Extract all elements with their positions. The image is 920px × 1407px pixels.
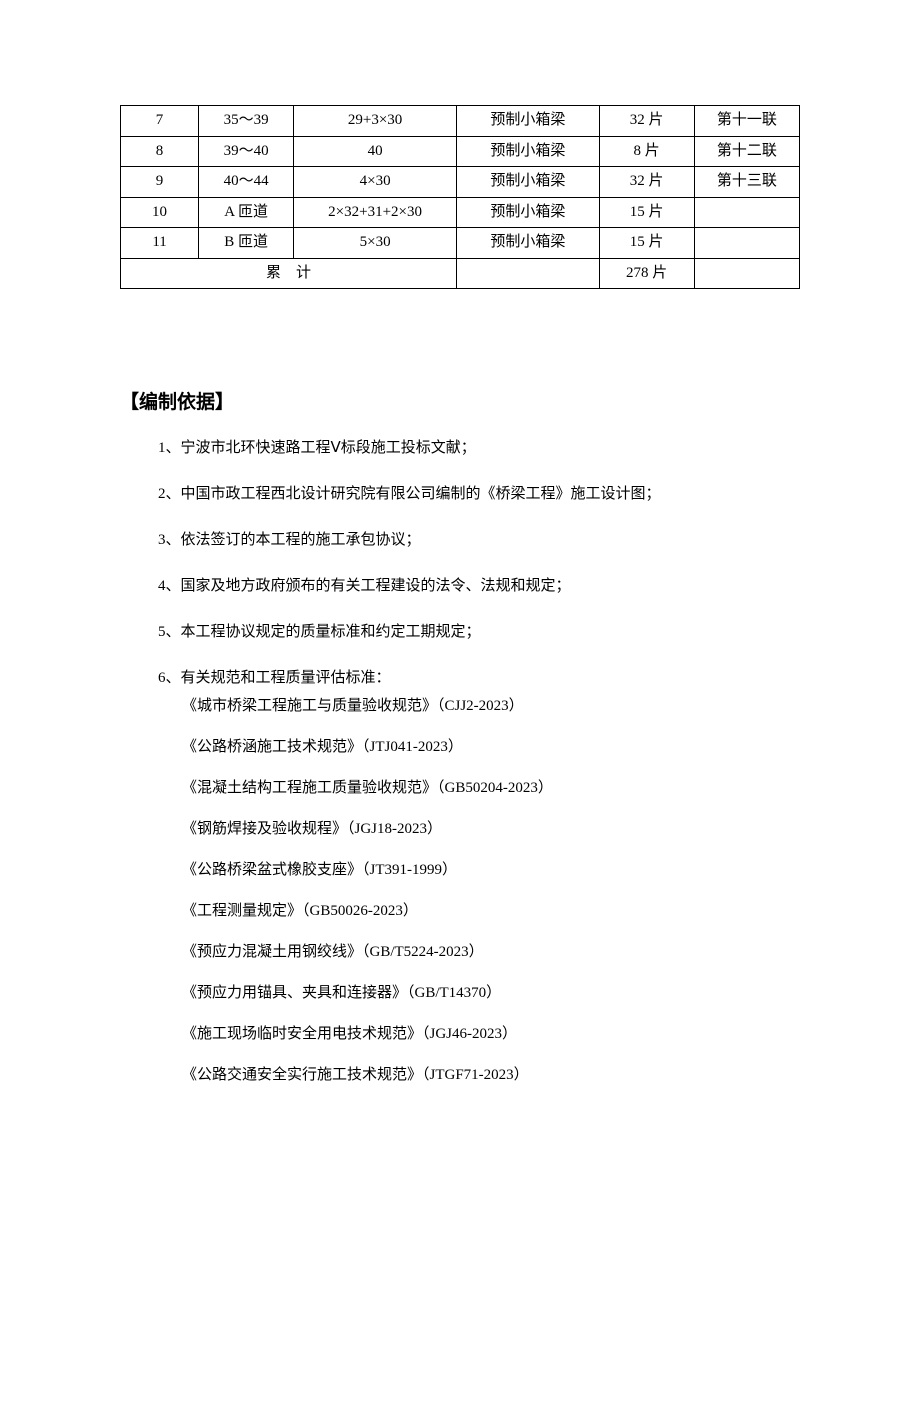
table-cell: 7 <box>121 106 199 137</box>
table-cell: 第十三联 <box>694 167 799 198</box>
table-cell: 32 片 <box>599 106 694 137</box>
list-item: 2、中国市政工程西北设计研究院有限公司编制的《桥梁工程》施工设计图； <box>158 482 800 506</box>
table-cell: 8 片 <box>599 136 694 167</box>
table-cell: 5×30 <box>294 228 457 259</box>
table-cell <box>694 228 799 259</box>
table-cell: 278 片 <box>599 258 694 289</box>
table-cell: 35～39 <box>199 106 294 137</box>
table-cell: 4×30 <box>294 167 457 198</box>
table-cell: 39～40 <box>199 136 294 167</box>
table-row: 940～444×30预制小箱梁32 片第十三联 <box>121 167 800 198</box>
table-cell: 40 <box>294 136 457 167</box>
table-cell: 32 片 <box>599 167 694 198</box>
standard-item: 《预应力用锚具、夹具和连接器》（GB/T14370） <box>158 981 800 1005</box>
table-cell: 15 片 <box>599 228 694 259</box>
table-cell: 9 <box>121 167 199 198</box>
list-item: 4、国家及地方政府颁布的有关工程建设的法令、法规和规定； <box>158 574 800 598</box>
standard-item: 《城市桥梁工程施工与质量验收规范》（CJJ2-2023） <box>158 694 800 718</box>
list-item: 3、依法签订的本工程的施工承包协议； <box>158 528 800 552</box>
table-cell: 29+3×30 <box>294 106 457 137</box>
table-cell: 预制小箱梁 <box>457 136 600 167</box>
standard-item: 《公路桥涵施工技术规范》（JTJ041-2023） <box>158 735 800 759</box>
table-cell <box>694 258 799 289</box>
data-table: 735～3929+3×30预制小箱梁32 片第十一联839～4040预制小箱梁8… <box>120 105 800 289</box>
list-item: 5、本工程协议规定的质量标准和约定工期规定； <box>158 620 800 644</box>
table-row: 735～3929+3×30预制小箱梁32 片第十一联 <box>121 106 800 137</box>
table-row: 11B 匝道5×30预制小箱梁15 片 <box>121 228 800 259</box>
list-item: 1、宁波市北环快速路工程Ⅴ标段施工投标文献； <box>158 436 800 460</box>
table-cell <box>457 258 600 289</box>
table-total-label: 累 计 <box>121 258 457 289</box>
table-total-row: 累 计 278 片 <box>121 258 800 289</box>
table-cell: 11 <box>121 228 199 259</box>
section-heading: 【编制依据】 <box>120 387 800 414</box>
table-cell: 预制小箱梁 <box>457 228 600 259</box>
table-cell: 第十二联 <box>694 136 799 167</box>
table-row: 10A 匝道2×32+31+2×30预制小箱梁15 片 <box>121 197 800 228</box>
item-list: 1、宁波市北环快速路工程Ⅴ标段施工投标文献； 2、中国市政工程西北设计研究院有限公… <box>120 436 800 1087</box>
table-cell: 预制小箱梁 <box>457 106 600 137</box>
list-item: 6、有关规范和工程质量评估标准： <box>158 666 800 690</box>
table-cell: 15 片 <box>599 197 694 228</box>
table-cell: 第十一联 <box>694 106 799 137</box>
document-page: 735～3929+3×30预制小箱梁32 片第十一联839～4040预制小箱梁8… <box>0 105 920 1087</box>
table-cell: A 匝道 <box>199 197 294 228</box>
table-cell <box>694 197 799 228</box>
table-cell: 2×32+31+2×30 <box>294 197 457 228</box>
standard-item: 《工程测量规定》（GB50026-2023） <box>158 899 800 923</box>
standard-item: 《预应力混凝土用钢绞线》（GB/T5224-2023） <box>158 940 800 964</box>
standard-item: 《施工现场临时安全用电技术规范》（JGJ46-2023） <box>158 1022 800 1046</box>
table-cell: 10 <box>121 197 199 228</box>
standard-item: 《钢筋焊接及验收规程》（JGJ18-2023） <box>158 817 800 841</box>
standard-item: 《公路桥梁盆式橡胶支座》（JT391-1999） <box>158 858 800 882</box>
table-row: 839～4040预制小箱梁8 片第十二联 <box>121 136 800 167</box>
table-cell: 预制小箱梁 <box>457 197 600 228</box>
standard-item: 《公路交通安全实行施工技术规范》（JTGF71-2023） <box>158 1063 800 1087</box>
table-cell: 40～44 <box>199 167 294 198</box>
table-cell: 8 <box>121 136 199 167</box>
table-cell: B 匝道 <box>199 228 294 259</box>
table-cell: 预制小箱梁 <box>457 167 600 198</box>
standard-item: 《混凝土结构工程施工质量验收规范》（GB50204-2023） <box>158 776 800 800</box>
